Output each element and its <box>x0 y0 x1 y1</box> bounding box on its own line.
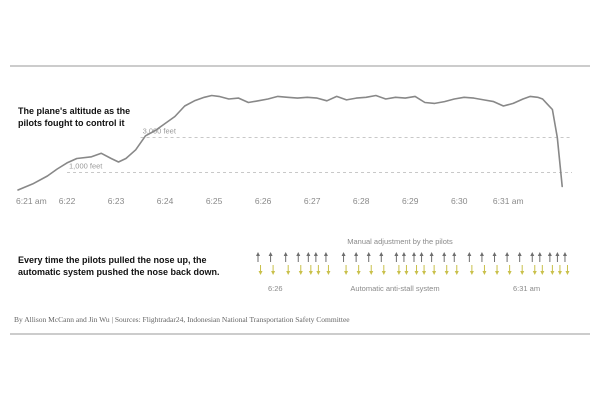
system-down-arrowhead <box>422 271 427 275</box>
x-tick-label: 6:21 am <box>16 196 47 206</box>
x-tick-label: 6:27 <box>304 196 321 206</box>
pilot-up-arrowhead <box>283 252 288 256</box>
system-down-arrowhead <box>565 271 570 275</box>
altitude-series <box>17 94 563 191</box>
system-down-arrowhead <box>432 271 437 275</box>
x-tick-label: 6:23 <box>108 196 125 206</box>
pilot-up-arrowhead <box>530 252 535 256</box>
pilot-up-arrowhead <box>379 252 384 256</box>
system-down-arrowhead <box>482 271 487 275</box>
system-down-arrowhead <box>308 271 313 275</box>
system-down-arrowhead <box>344 271 349 275</box>
pilot-up-arrowhead <box>296 252 301 256</box>
system-down-arrowhead <box>454 271 459 275</box>
pilot-up-arrowhead <box>492 252 497 256</box>
adjustment-tick-right: 6:31 am <box>513 284 540 293</box>
pilot-up-arrowhead <box>467 252 472 256</box>
system-down-arrowhead <box>507 271 512 275</box>
system-down-arrowhead <box>356 271 361 275</box>
chart-title-line-2: pilots fought to control it <box>18 118 124 128</box>
pilot-up-arrowhead <box>306 252 311 256</box>
pilot-up-arrowhead <box>452 252 457 256</box>
x-tick-label: 6:31 am <box>493 196 524 206</box>
pilot-up-arrowhead <box>537 252 542 256</box>
adjustment-caption-line-2: automatic system pushed the nose back do… <box>18 267 220 277</box>
anti-stall-label: Automatic anti-stall system <box>350 284 439 293</box>
system-down-arrowhead <box>369 271 374 275</box>
pilot-up-arrowhead <box>419 252 424 256</box>
system-down-arrowhead <box>258 271 263 275</box>
pilot-up-arrowhead <box>366 252 371 256</box>
x-axis-ticks: 6:21 am 6:22 6:23 6:24 6:25 6:26 6:27 6:28 6:29 6… <box>16 196 524 206</box>
system-down-arrowhead <box>414 271 419 275</box>
pilot-up-arrowhead <box>268 252 273 256</box>
pilot-up-arrowhead <box>479 252 484 256</box>
system-down-arrowhead <box>404 271 409 275</box>
pilot-up-arrowhead <box>341 252 346 256</box>
manual-adjustment-label: Manual adjustment by the pilots <box>347 237 453 246</box>
system-down-arrowhead <box>316 271 321 275</box>
credit-line: By Allison McCann and Jin Wu | Sources: … <box>14 315 350 324</box>
pilot-up-arrowhead <box>505 252 510 256</box>
reference-label: 1,000 feet <box>69 162 103 171</box>
pilot-up-arrowhead <box>394 252 399 256</box>
system-down-arrowhead <box>540 271 545 275</box>
pilot-up-arrowhead <box>412 252 416 256</box>
pilot-up-arrowhead <box>401 252 406 256</box>
chart-title-line-1: The plane's altitude as the <box>18 106 130 116</box>
system-down-arrowhead <box>271 271 276 275</box>
system-down-arrowhead <box>495 271 500 275</box>
x-tick-label: 6:25 <box>206 196 223 206</box>
pilot-up-arrowhead <box>517 252 522 256</box>
pilot-up-arrowhead <box>323 252 328 256</box>
system-down-arrowhead <box>396 271 401 275</box>
pilot-up-arrowhead <box>256 252 260 256</box>
x-tick-label: 6:30 <box>451 196 468 206</box>
system-down-arrowhead <box>532 271 537 275</box>
system-down-arrowhead <box>557 271 562 275</box>
pilot-up-arrowhead <box>313 252 318 256</box>
system-down-arrowhead <box>469 271 474 275</box>
system-down-arrowhead <box>550 271 555 275</box>
reference-label: 3,000 feet <box>143 127 177 136</box>
pilot-up-arrowhead <box>429 252 434 256</box>
x-tick-label: 6:24 <box>157 196 174 206</box>
x-tick-label: 6:26 <box>255 196 272 206</box>
adjustment-arrows <box>256 252 570 275</box>
altitude-line <box>17 94 563 191</box>
system-down-arrowhead <box>298 271 303 275</box>
system-down-arrowhead <box>326 271 331 275</box>
system-down-arrowhead <box>286 271 291 275</box>
x-tick-label: 6:28 <box>353 196 370 206</box>
x-tick-label: 6:29 <box>402 196 419 206</box>
pilot-up-arrowhead <box>562 252 567 256</box>
reference-lines: 3,000 feet 1,000 feet <box>67 127 572 173</box>
adjustment-caption-line-1: Every time the pilots pulled the nose up… <box>18 255 207 265</box>
pilot-up-arrowhead <box>354 252 359 256</box>
pilot-up-arrowhead <box>547 252 552 256</box>
x-tick-label: 6:22 <box>59 196 76 206</box>
pilot-up-arrowhead <box>442 252 447 256</box>
adjustment-tick-left: 6:26 <box>268 284 283 293</box>
system-down-arrowhead <box>520 271 525 275</box>
pilot-up-arrowhead <box>555 252 560 256</box>
system-down-arrowhead <box>444 271 449 275</box>
system-down-arrowhead <box>381 271 386 275</box>
